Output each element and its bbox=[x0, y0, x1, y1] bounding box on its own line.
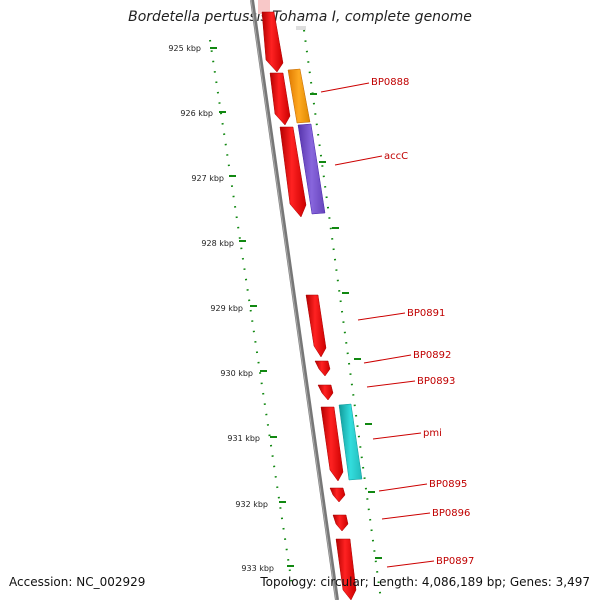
gene-arrow-red-10 bbox=[335, 538, 357, 600]
major-ticks-outer bbox=[310, 93, 382, 559]
topology-text: Topology: circular; Length: 4,086,189 bp… bbox=[260, 575, 590, 589]
kbp-label-926: 926 kbp bbox=[180, 109, 213, 118]
gene-label-BP0895: BP0895 bbox=[429, 479, 467, 490]
gene-label-BP0888: BP0888 bbox=[371, 77, 409, 88]
map-title: Bordetella pertussis Tohama I, complete … bbox=[128, 9, 472, 25]
major-ticks-inner bbox=[210, 47, 294, 567]
gene-label-BP0896: BP0896 bbox=[432, 508, 470, 519]
kbp-label-927: 927 kbp bbox=[191, 174, 224, 183]
gene-arrow-red-8 bbox=[329, 487, 346, 503]
gene-label-pmi: pmi bbox=[423, 428, 442, 439]
kbp-label-928: 928 kbp bbox=[201, 239, 234, 248]
callout-lines bbox=[320, 82, 435, 568]
faded-gene-top bbox=[258, 0, 270, 14]
gene-arrow-red-1 bbox=[261, 11, 284, 73]
gene-label-BP0893: BP0893 bbox=[417, 376, 455, 387]
gene-label-BP0891: BP0891 bbox=[407, 308, 445, 319]
gene-features bbox=[261, 11, 363, 600]
gene-arrow-red-2 bbox=[269, 72, 291, 126]
gene-arrow-red-9 bbox=[332, 514, 349, 532]
gene-feature-orange bbox=[287, 68, 311, 124]
gene-arrow-red-6 bbox=[317, 384, 334, 401]
gene-label-BP0897: BP0897 bbox=[436, 556, 474, 567]
gene-arrow-red-3 bbox=[279, 126, 307, 218]
gene-feature-purple bbox=[297, 123, 326, 215]
gene-label-BP0892: BP0892 bbox=[413, 350, 451, 361]
kbp-label-931: 931 kbp bbox=[227, 434, 260, 443]
accession-text: Accession: NC_002929 bbox=[9, 575, 146, 589]
genome-backbone-highlight bbox=[250, 0, 337, 600]
kbp-label-925: 925 kbp bbox=[168, 44, 201, 53]
gene-feature-cyan bbox=[338, 403, 363, 481]
gene-label-accC: accC bbox=[384, 151, 408, 162]
genome-backbone bbox=[250, 0, 339, 600]
gene-arrow-red-4 bbox=[305, 294, 327, 358]
gene-arrow-red-5 bbox=[314, 360, 331, 377]
kbp-label-930: 930 kbp bbox=[220, 369, 253, 378]
faded-tick-top bbox=[296, 26, 306, 30]
kbp-label-932: 932 kbp bbox=[235, 500, 268, 509]
kbp-label-933: 933 kbp bbox=[241, 564, 274, 573]
gene-arrow-red-7 bbox=[320, 406, 344, 482]
kbp-label-929: 929 kbp bbox=[210, 304, 243, 313]
outer-tick-track bbox=[303, 29, 382, 600]
